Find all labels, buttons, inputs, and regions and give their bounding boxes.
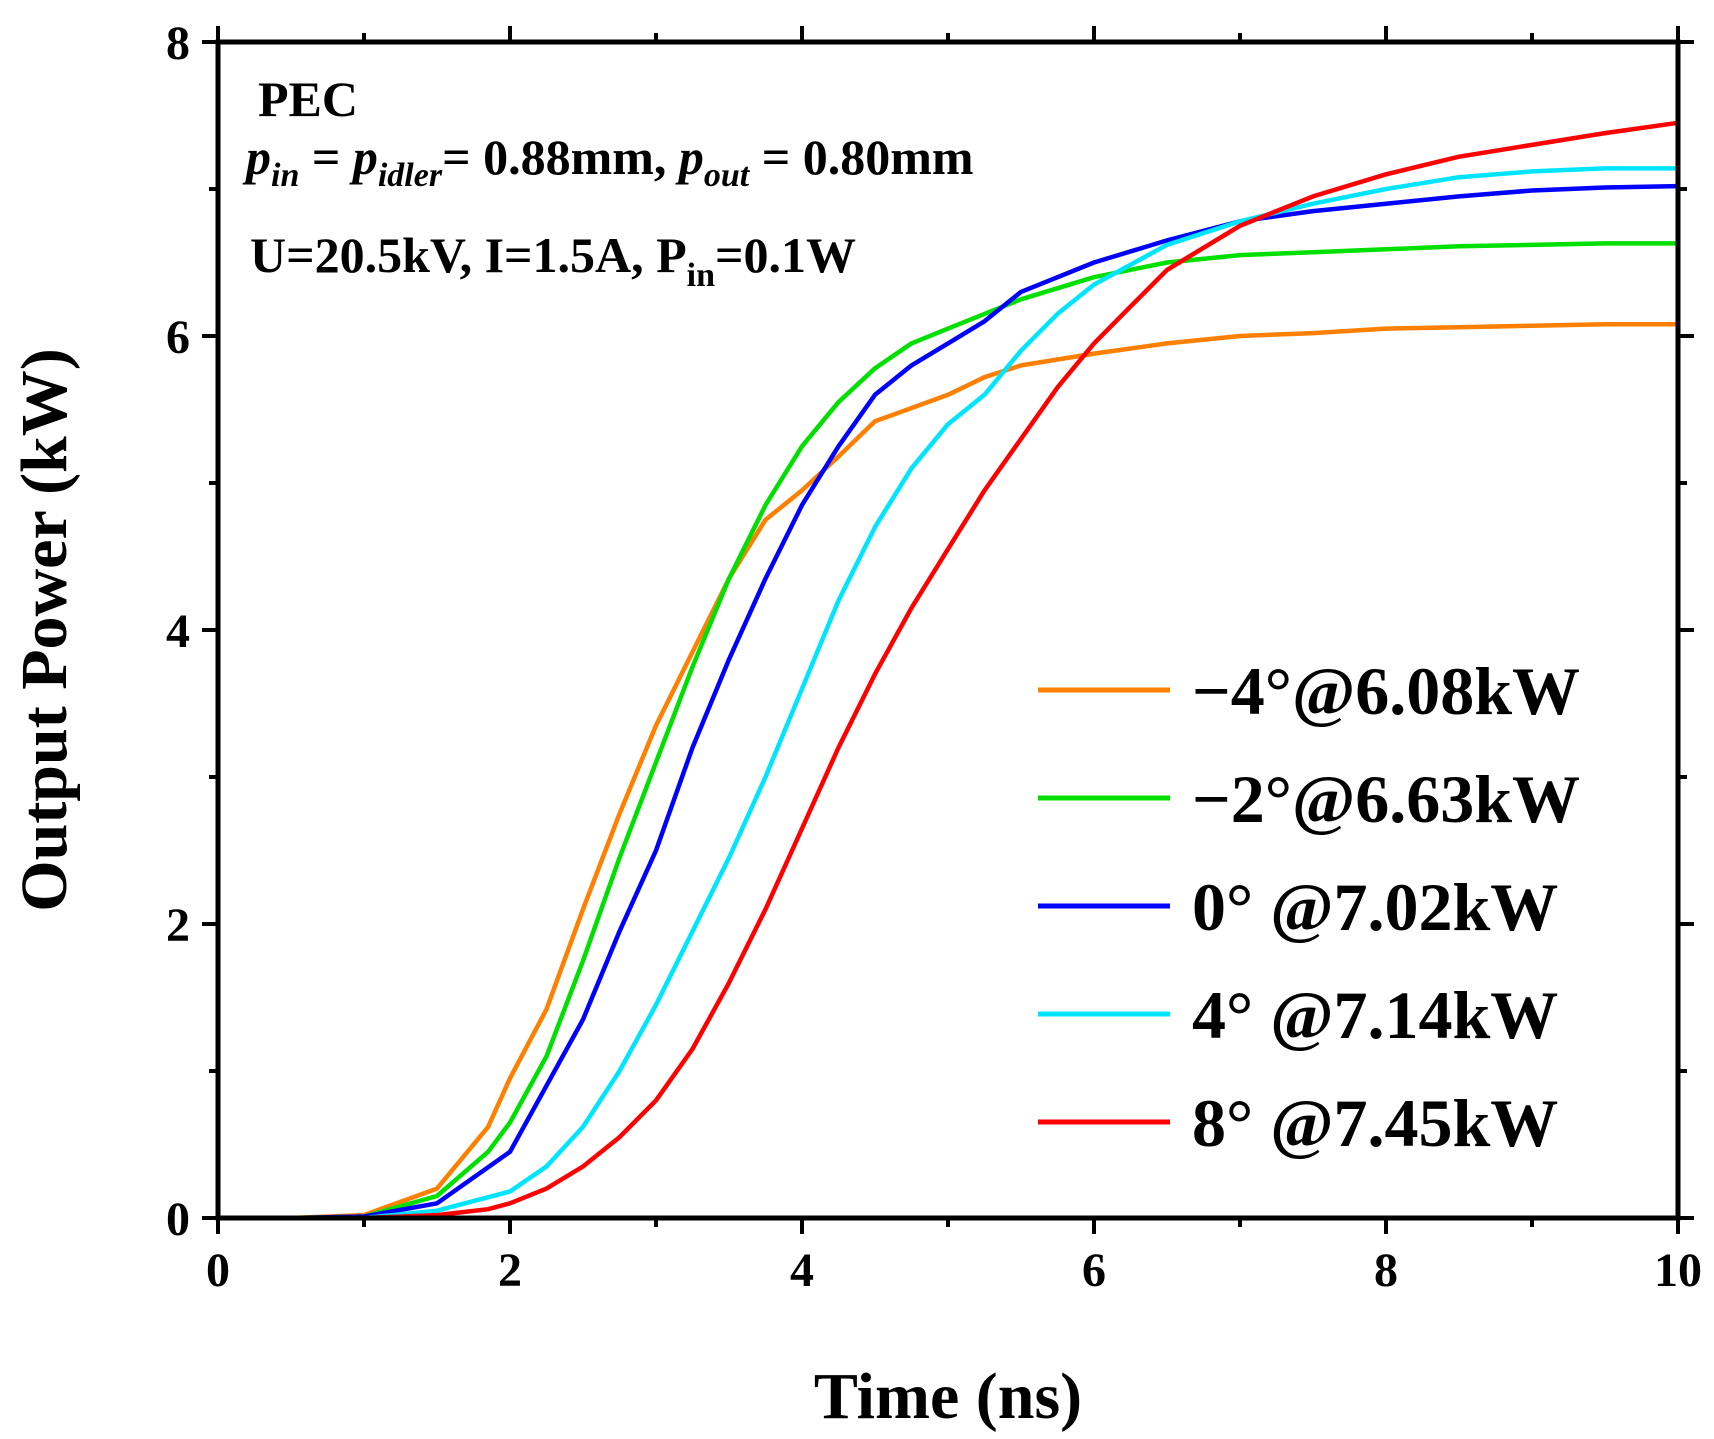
annotation-conditions: U=20.5kV, I=1.5A, Pin=0.1W (250, 227, 856, 294)
y-tick-label: 6 (166, 311, 190, 364)
series-line-1 (215, 241, 1681, 1221)
annotation-val2: = 0.80mm (749, 129, 973, 185)
x-tick-label: 4 (790, 1244, 814, 1297)
series-line-2 (215, 183, 1681, 1221)
y-tick-label: 0 (166, 1193, 190, 1246)
legend-label-2: 0° @7.02kW (1192, 869, 1558, 945)
series-line-3 (215, 166, 1681, 1221)
annotation-conditions-sub: in (687, 257, 715, 294)
annotation-p-idler-sub: idler (378, 157, 443, 194)
x-tick-label: 0 (206, 1244, 230, 1297)
annotation-conditions-main: U=20.5kV, I=1.5A, P (250, 227, 687, 283)
series-layer (215, 120, 1681, 1221)
x-tick-label: 2 (498, 1244, 522, 1297)
annotation-conditions-tail: =0.1W (715, 227, 856, 283)
series-line-4 (215, 120, 1681, 1221)
annotation-p-out: p (675, 129, 704, 185)
x-axis-title: Time (ns) (814, 1360, 1082, 1433)
legend: −4°@6.08kW −2°@6.63kW 0° @7.02kW 4° @7.14kW… (1038, 653, 1580, 1161)
annotation-p-in-sub: in (271, 157, 299, 194)
plot-area: 0 2 4 6 8 10 0 2 4 6 8 (166, 17, 1702, 1297)
y-tick-label: 2 (166, 899, 190, 952)
annotation-eq1: = (299, 129, 353, 185)
y-tick-label: 4 (166, 605, 190, 658)
annotation-pec: PEC (258, 71, 358, 127)
annotation-pitch: pin = pidler= 0.88mm, pout = 0.80mm (242, 129, 974, 194)
annotation-val1: = 0.88mm, (442, 129, 679, 185)
legend-label-1: −2°@6.63kW (1192, 761, 1580, 837)
annotation-p-idler: p (349, 129, 378, 185)
x-tick-label: 6 (1082, 1244, 1106, 1297)
x-tick-label: 8 (1374, 1244, 1398, 1297)
annotation-p-in: p (242, 129, 271, 185)
y-axis-title: Output Power (kW) (8, 348, 81, 911)
legend-label-0: −4°@6.08kW (1192, 653, 1580, 729)
legend-label-3: 4° @7.14kW (1192, 977, 1558, 1053)
legend-label-4: 8° @7.45kW (1192, 1085, 1558, 1161)
annotation-p-out-sub: out (704, 157, 751, 194)
x-tick-label: 10 (1654, 1244, 1702, 1297)
ticks-layer: 0 2 4 6 8 10 0 2 4 6 8 (166, 17, 1702, 1297)
y-tick-label: 8 (166, 17, 190, 70)
annotation-block: PEC pin = pidler= 0.88mm, pout = 0.80mm … (242, 71, 974, 294)
